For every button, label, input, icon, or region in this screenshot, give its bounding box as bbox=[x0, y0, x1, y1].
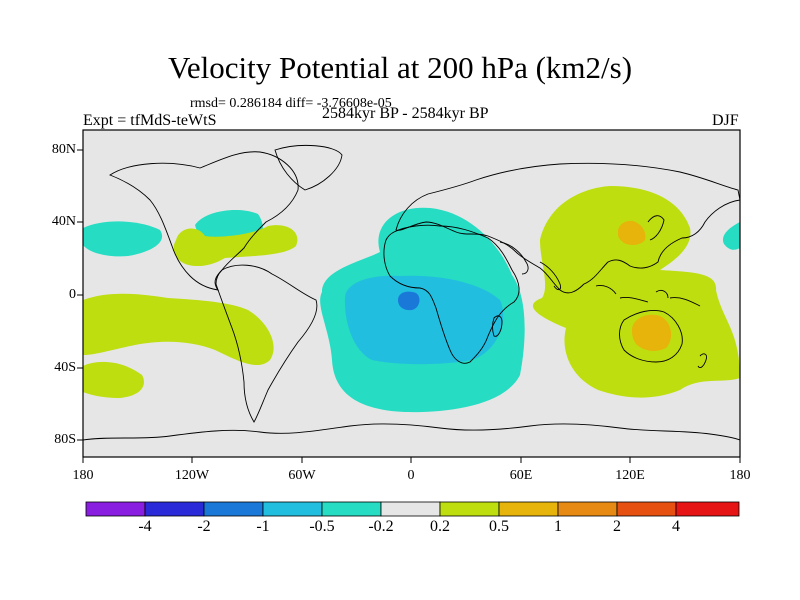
contour-region-plus-0.5-australia bbox=[632, 314, 672, 351]
colorbar-label-0.2: 0.2 bbox=[430, 518, 450, 535]
colorbar-label-minus-4: -4 bbox=[138, 518, 152, 535]
contour-region-plus-0.2-asia-australia bbox=[532, 186, 740, 398]
lat-label-40s: 40S bbox=[54, 360, 76, 375]
stats-label: rmsd= 0.286184 diff= -3.76608e-05 bbox=[190, 96, 392, 111]
experiment-label: Expt = tfMdS-teWtS bbox=[83, 112, 217, 129]
colorbar-box-3 bbox=[203, 501, 264, 517]
colorbar-label-1: 1 bbox=[554, 518, 562, 535]
colorbar-label-minus-0.2: -0.2 bbox=[368, 518, 394, 535]
coast-maritime-continent bbox=[595, 285, 701, 307]
coast-greenland bbox=[274, 145, 343, 191]
lon-label-120e: 120E bbox=[615, 468, 645, 483]
colorbar-box-7 bbox=[439, 501, 500, 517]
coast-japan bbox=[647, 215, 665, 241]
coast-antarctica bbox=[83, 423, 740, 441]
lat-label-80s: 80S bbox=[54, 432, 76, 447]
colorbar-box-10 bbox=[616, 501, 677, 517]
contour-region-minus-1 bbox=[398, 291, 420, 311]
colorbar bbox=[85, 501, 740, 517]
contour-region-minus-0.2-pacific-east bbox=[722, 222, 740, 250]
colorbar-label-minus-1: -1 bbox=[256, 518, 270, 535]
coast-new-zealand bbox=[697, 353, 707, 369]
colorbar-label-4: 4 bbox=[672, 518, 680, 535]
coast-arabia-india bbox=[499, 241, 561, 291]
map-title: Velocity Potential at 200 hPa (km2/s) bbox=[167, 50, 633, 85]
colorbar-label-minus-0.5: -0.5 bbox=[309, 518, 335, 535]
colorbar-label-minus-2: -2 bbox=[197, 518, 211, 535]
coast-south-america bbox=[215, 264, 318, 423]
lon-label-180e: 180 bbox=[729, 468, 751, 483]
contour-region-minus-0.5 bbox=[344, 275, 504, 365]
colorbar-box-8 bbox=[498, 501, 559, 517]
coast-madagascar bbox=[492, 315, 503, 337]
contour-fills bbox=[83, 186, 740, 413]
colorbar-box-5 bbox=[321, 501, 382, 517]
lon-ticks bbox=[82, 457, 741, 463]
lon-label-60w: 60W bbox=[288, 468, 316, 483]
lon-label-180w: 180 bbox=[72, 468, 94, 483]
lon-label-60e: 60E bbox=[509, 468, 533, 483]
colorbar-box-11 bbox=[675, 501, 740, 517]
lat-label-0: 0 bbox=[69, 287, 76, 302]
colorbar-box-1 bbox=[85, 501, 146, 517]
colorbar-box-6 bbox=[380, 501, 441, 517]
lon-label-120w: 120W bbox=[174, 468, 210, 483]
coast-africa bbox=[383, 224, 520, 364]
lat-label-40n: 40N bbox=[51, 214, 76, 229]
contour-region-minus-0.2-pacific-west bbox=[83, 221, 163, 257]
colorbar-label-0.5: 0.5 bbox=[489, 518, 509, 535]
colorbar-box-9 bbox=[557, 501, 618, 517]
coast-north-america bbox=[109, 151, 299, 291]
coast-australia bbox=[619, 309, 683, 363]
season-label: DJF bbox=[712, 112, 739, 129]
contour-region-plus-0.5-east-asia bbox=[617, 220, 646, 245]
period-label: 2584kyr BP - 2584kyr BP bbox=[322, 105, 489, 122]
lon-label-0: 0 bbox=[407, 468, 415, 483]
lat-ticks bbox=[77, 149, 83, 441]
contour-region-plus-0.2-north-america bbox=[173, 225, 298, 267]
contour-region-plus-0.2-southwest-pacific bbox=[83, 361, 144, 398]
colorbar-box-4 bbox=[262, 501, 323, 517]
colorbar-label-2: 2 bbox=[613, 518, 621, 535]
lat-label-80n: 80N bbox=[51, 142, 76, 157]
coastlines bbox=[83, 145, 740, 441]
coast-europe-asia bbox=[395, 162, 740, 294]
colorbar-box-2 bbox=[144, 501, 205, 517]
